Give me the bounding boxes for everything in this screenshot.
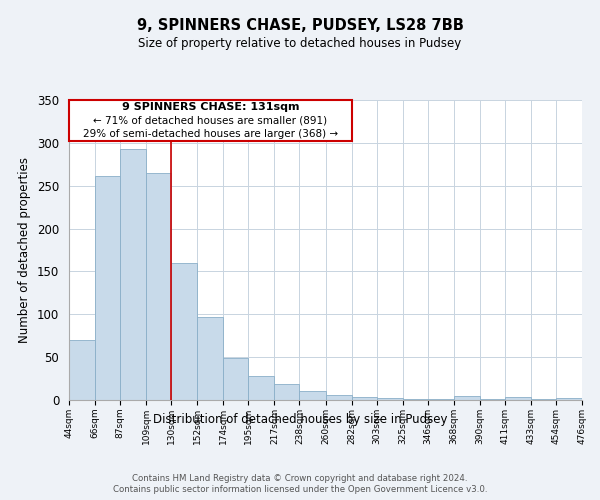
FancyBboxPatch shape <box>69 100 352 141</box>
Bar <box>69 340 95 400</box>
Text: 29% of semi-detached houses are larger (368) →: 29% of semi-detached houses are larger (… <box>83 130 338 140</box>
Bar <box>428 399 454 400</box>
Bar <box>403 399 428 400</box>
Bar <box>454 396 480 400</box>
Bar <box>352 398 377 400</box>
Bar <box>531 399 556 400</box>
Text: Contains public sector information licensed under the Open Government Licence v3: Contains public sector information licen… <box>113 485 487 494</box>
Text: Distribution of detached houses by size in Pudsey: Distribution of detached houses by size … <box>153 412 447 426</box>
Bar <box>505 398 531 400</box>
Bar <box>299 392 325 400</box>
Text: ← 71% of detached houses are smaller (891): ← 71% of detached houses are smaller (89… <box>93 116 328 126</box>
Text: 9 SPINNERS CHASE: 131sqm: 9 SPINNERS CHASE: 131sqm <box>122 102 299 112</box>
Bar <box>377 398 403 400</box>
Bar <box>480 399 505 400</box>
Bar <box>325 395 352 400</box>
Text: 9, SPINNERS CHASE, PUDSEY, LS28 7BB: 9, SPINNERS CHASE, PUDSEY, LS28 7BB <box>137 18 463 32</box>
Text: Contains HM Land Registry data © Crown copyright and database right 2024.: Contains HM Land Registry data © Crown c… <box>132 474 468 483</box>
Bar <box>120 149 146 400</box>
Bar <box>95 176 120 400</box>
Bar <box>171 263 197 400</box>
Text: Size of property relative to detached houses in Pudsey: Size of property relative to detached ho… <box>139 38 461 51</box>
Bar <box>248 376 274 400</box>
Bar <box>556 398 582 400</box>
Y-axis label: Number of detached properties: Number of detached properties <box>19 157 31 343</box>
Bar <box>197 317 223 400</box>
Bar <box>146 173 171 400</box>
Bar <box>223 358 248 400</box>
Bar <box>274 384 299 400</box>
